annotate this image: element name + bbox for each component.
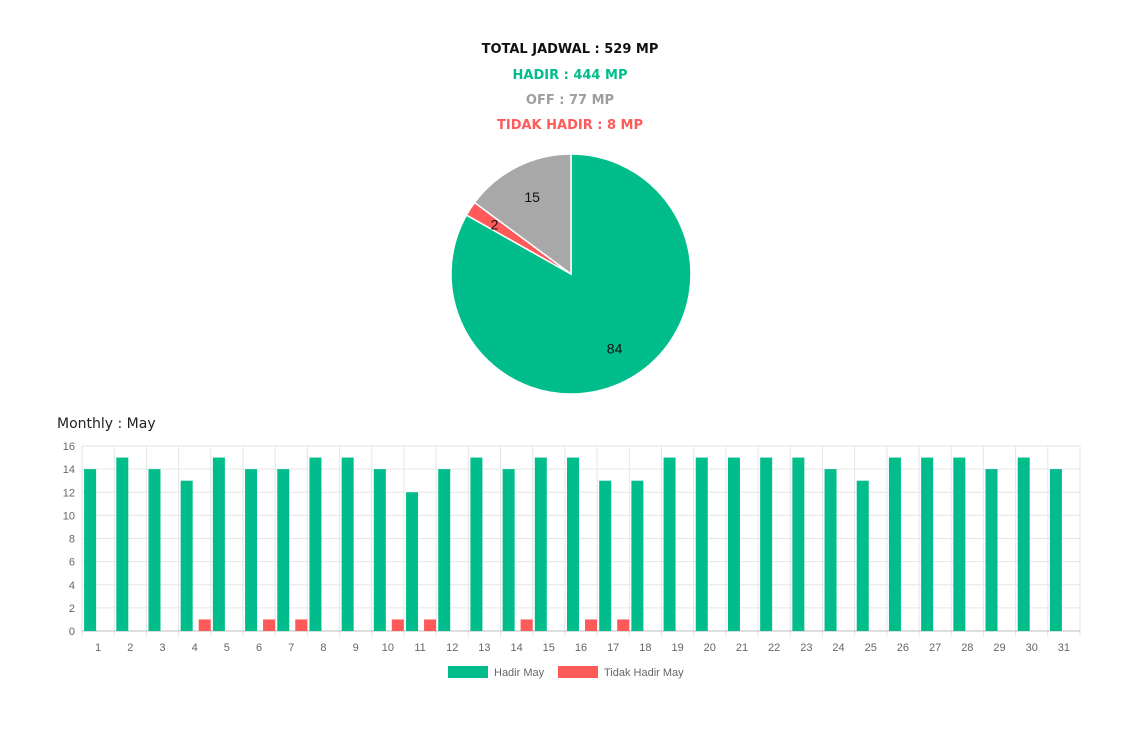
- x-tick-label: 19: [671, 642, 683, 654]
- legend-swatch[interactable]: [558, 666, 598, 678]
- bar-hadir[interactable]: [373, 469, 386, 631]
- x-tick-label: 11: [414, 642, 425, 654]
- summary-hadir: HADIR : 444 MP: [512, 68, 628, 83]
- bar-hadir[interactable]: [534, 457, 547, 631]
- monthly-chart-title: Monthly : May: [57, 416, 156, 432]
- bar-hadir[interactable]: [953, 457, 966, 631]
- bar-tidak-hadir[interactable]: [198, 619, 211, 631]
- pie-chart: 84 2 15: [450, 153, 692, 395]
- bar-hadir[interactable]: [406, 492, 419, 631]
- bar-tidak-hadir[interactable]: [520, 619, 533, 631]
- y-tick-label: 10: [63, 510, 75, 522]
- y-tick-label: 6: [69, 557, 75, 569]
- x-tick-label: 20: [704, 642, 716, 654]
- bar-hadir[interactable]: [1017, 457, 1030, 631]
- bar-tidak-hadir[interactable]: [424, 619, 437, 631]
- bar-hadir[interactable]: [1049, 469, 1062, 631]
- bar-hadir[interactable]: [245, 469, 258, 631]
- legend-swatch[interactable]: [448, 666, 488, 678]
- pie-slice-off[interactable]: [473, 153, 572, 276]
- y-tick-label: 4: [69, 580, 75, 592]
- y-tick-label: 16: [63, 441, 75, 453]
- pie-label: 15: [524, 189, 540, 205]
- bar-hadir[interactable]: [567, 457, 579, 631]
- bar-hadir[interactable]: [502, 469, 515, 631]
- y-tick-label: 8: [69, 534, 75, 546]
- bar-hadir[interactable]: [84, 469, 97, 631]
- x-tick-label: 22: [768, 642, 780, 654]
- y-tick-label: 2: [69, 603, 75, 615]
- bar-hadir[interactable]: [856, 480, 869, 631]
- legend-label[interactable]: Tidak Hadir May: [604, 667, 684, 679]
- x-tick-label: 9: [353, 642, 359, 654]
- bar-hadir[interactable]: [824, 469, 837, 631]
- x-tick-label: 25: [865, 642, 877, 654]
- bar-hadir[interactable]: [631, 480, 644, 631]
- x-tick-label: 4: [192, 642, 198, 654]
- bar-hadir[interactable]: [180, 480, 193, 631]
- bar-tidak-hadir[interactable]: [585, 619, 597, 631]
- x-tick-label: 17: [607, 642, 619, 654]
- y-tick-label: 0: [69, 626, 75, 638]
- x-tick-label: 3: [159, 642, 165, 654]
- x-tick-label: 5: [224, 642, 230, 654]
- bar-hadir[interactable]: [760, 457, 773, 631]
- pie-slice-hadir[interactable]: [450, 153, 692, 395]
- x-tick-label: 13: [478, 642, 490, 654]
- bar-hadir[interactable]: [888, 457, 901, 631]
- x-tick-label: 7: [288, 642, 294, 654]
- bar-hadir[interactable]: [985, 469, 998, 631]
- x-tick-label: 6: [256, 642, 262, 654]
- bar-hadir[interactable]: [921, 457, 934, 631]
- x-tick-label: 28: [961, 642, 973, 654]
- bar-hadir[interactable]: [727, 457, 740, 631]
- x-tick-label: 15: [543, 642, 555, 654]
- bar-hadir[interactable]: [309, 457, 322, 631]
- pie-label: 84: [607, 341, 623, 357]
- x-tick-label: 27: [929, 642, 941, 654]
- x-tick-label: 14: [510, 642, 522, 654]
- bar-tidak-hadir[interactable]: [391, 619, 404, 631]
- bar-hadir[interactable]: [277, 469, 290, 631]
- x-tick-label: 21: [736, 642, 748, 654]
- x-tick-label: 16: [575, 642, 587, 654]
- x-tick-label: 31: [1058, 642, 1070, 654]
- x-tick-label: 10: [382, 642, 394, 654]
- x-tick-label: 23: [800, 642, 812, 654]
- pie-label: 2: [491, 216, 499, 232]
- y-tick-label: 12: [63, 487, 75, 499]
- bar-tidak-hadir[interactable]: [617, 619, 630, 631]
- x-tick-label: 24: [832, 642, 844, 654]
- bar-hadir[interactable]: [341, 457, 354, 631]
- bar-hadir[interactable]: [663, 457, 676, 631]
- bar-hadir[interactable]: [212, 457, 225, 631]
- legend-label[interactable]: Hadir May: [494, 667, 545, 679]
- bar-hadir[interactable]: [695, 457, 708, 631]
- x-tick-label: 12: [446, 642, 458, 654]
- bar-hadir[interactable]: [599, 480, 612, 631]
- x-tick-label: 8: [320, 642, 326, 654]
- summary-tidak-hadir: TIDAK HADIR : 8 MP: [496, 118, 644, 133]
- summary-total: TOTAL JADWAL : 529 MP: [481, 42, 659, 57]
- summary-off: OFF : 77 MP: [525, 93, 615, 108]
- bar-hadir[interactable]: [470, 457, 483, 631]
- y-tick-label: 14: [63, 464, 75, 476]
- x-tick-label: 29: [993, 642, 1005, 654]
- x-tick-label: 2: [127, 642, 133, 654]
- bar-hadir[interactable]: [116, 457, 129, 631]
- x-tick-label: 18: [639, 642, 651, 654]
- x-tick-label: 1: [95, 642, 101, 654]
- bar-hadir[interactable]: [438, 469, 451, 631]
- bar-hadir[interactable]: [792, 457, 805, 631]
- bar-tidak-hadir[interactable]: [295, 619, 308, 631]
- bar-hadir[interactable]: [148, 469, 161, 631]
- bar-tidak-hadir[interactable]: [263, 619, 276, 631]
- x-tick-label: 26: [897, 642, 909, 654]
- x-tick-label: 30: [1026, 642, 1038, 654]
